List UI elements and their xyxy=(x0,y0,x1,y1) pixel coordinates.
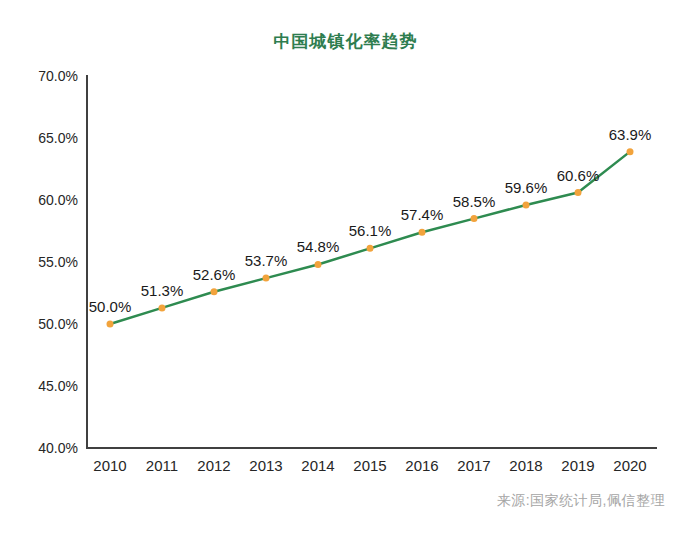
x-tick-label: 2010 xyxy=(93,457,126,474)
data-point-label: 51.3% xyxy=(141,282,184,299)
data-point-label: 59.6% xyxy=(505,179,548,196)
data-point-label: 50.0% xyxy=(89,298,132,315)
urbanization-line-chart: 40.0% 45.0% 50.0% 55.0% 60.0% 65.0% 70.0% 2010 2… xyxy=(0,0,691,538)
data-point-label: 63.9% xyxy=(609,126,652,143)
data-point-marker xyxy=(211,288,218,295)
data-point-marker xyxy=(107,321,114,328)
x-tick-label: 2011 xyxy=(146,457,178,474)
x-tick-label: 2018 xyxy=(509,457,542,474)
data-point-label: 53.7% xyxy=(245,252,288,269)
data-point-marker xyxy=(315,261,322,268)
data-point-marker xyxy=(627,148,634,155)
data-point-marker xyxy=(263,275,270,282)
data-point-label: 56.1% xyxy=(349,222,392,239)
data-point-label: 54.8% xyxy=(297,238,340,255)
y-tick-label: 65.0% xyxy=(38,130,78,146)
data-point-marker xyxy=(367,245,374,252)
x-tick-label: 2015 xyxy=(353,457,386,474)
data-point-marker xyxy=(159,304,166,311)
y-tick-label: 50.0% xyxy=(38,316,78,332)
y-tick-label: 55.0% xyxy=(38,254,78,270)
x-tick-label: 2013 xyxy=(249,457,282,474)
x-tick-label: 2012 xyxy=(197,457,230,474)
y-tick-label: 70.0% xyxy=(38,68,78,84)
x-tick-label: 2014 xyxy=(301,457,334,474)
data-point-marker xyxy=(471,215,478,222)
x-tick-label: 2020 xyxy=(613,457,646,474)
y-tick-label: 45.0% xyxy=(38,378,78,394)
y-tick-label: 40.0% xyxy=(38,440,78,456)
x-tick-label: 2017 xyxy=(457,457,490,474)
y-tick-label: 60.0% xyxy=(38,192,78,208)
data-point-marker xyxy=(575,189,582,196)
data-point-marker xyxy=(523,201,530,208)
x-tick-label: 2019 xyxy=(561,457,594,474)
data-point-label: 60.6% xyxy=(557,167,600,184)
data-point-marker xyxy=(419,229,426,236)
data-point-label: 58.5% xyxy=(453,193,496,210)
x-tick-label: 2016 xyxy=(405,457,438,474)
chart-page: 中国城镇化率趋势 40.0%45.0%50.0%55.0%60.0%65.0%7… xyxy=(0,0,691,538)
source-note: 来源:国家统计局,佩信整理 xyxy=(497,492,665,510)
data-point-label: 57.4% xyxy=(401,206,444,223)
data-point-label: 52.6% xyxy=(193,266,236,283)
